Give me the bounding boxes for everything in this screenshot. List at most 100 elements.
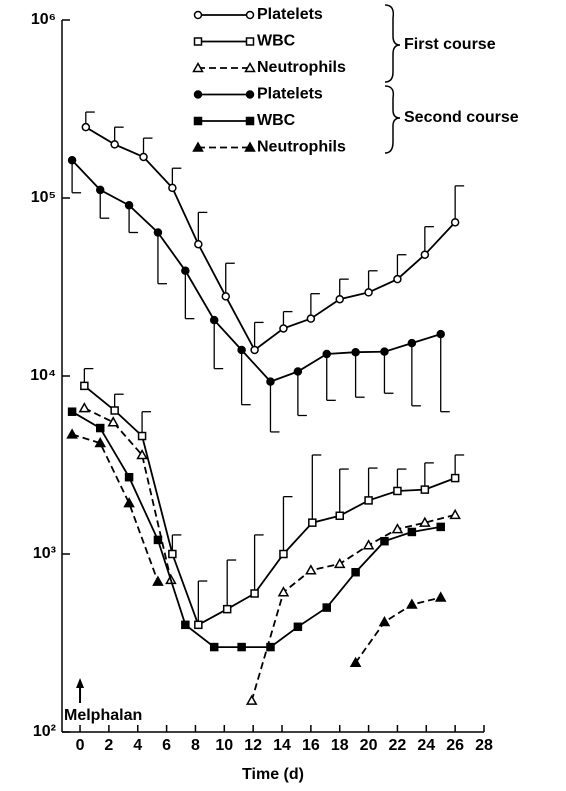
legend-label: Neutrophils — [257, 139, 346, 156]
marker — [181, 266, 190, 276]
marker — [393, 486, 402, 496]
marker — [139, 152, 148, 162]
marker — [194, 239, 203, 249]
marker — [237, 642, 246, 652]
marker — [137, 431, 147, 441]
marker — [420, 485, 430, 494]
marker — [124, 201, 134, 210]
marker — [305, 564, 317, 575]
x-axis-label: Time (d) — [242, 766, 304, 783]
marker — [67, 155, 77, 165]
marker — [95, 185, 105, 195]
legend-marker — [193, 116, 203, 126]
legend-marker — [244, 141, 256, 152]
marker — [237, 345, 246, 355]
annotation-arrowhead — [76, 678, 85, 688]
y-tick-label: 10² — [33, 723, 56, 740]
legend-marker — [192, 141, 204, 152]
marker — [110, 406, 119, 415]
x-tick-label: 0 — [76, 737, 85, 754]
marker — [306, 314, 316, 323]
x-tick-label: 10 — [215, 737, 233, 754]
marker — [380, 536, 389, 546]
x-tick-label: 20 — [360, 737, 378, 754]
marker — [94, 437, 107, 448]
legend-marker — [193, 10, 203, 20]
marker — [420, 250, 430, 259]
marker — [279, 324, 288, 333]
legend-brace — [384, 85, 401, 154]
marker — [349, 656, 362, 667]
group-label: Second course — [404, 109, 519, 126]
marker — [351, 347, 360, 357]
legend-marker — [244, 61, 256, 73]
y-tick-label: 10⁴ — [30, 367, 56, 384]
y-tick-label: 10⁵ — [31, 189, 56, 206]
marker — [168, 183, 177, 193]
x-tick-label: 16 — [302, 737, 320, 754]
legend-marker — [245, 10, 255, 20]
marker — [449, 508, 461, 520]
marker — [209, 315, 219, 325]
legend-label: Neutrophils — [257, 59, 346, 76]
marker — [153, 228, 163, 237]
marker — [250, 345, 259, 355]
marker — [67, 407, 77, 416]
marker — [419, 516, 431, 527]
marker — [391, 523, 404, 534]
x-tick-label: 18 — [331, 737, 349, 754]
x-tick-label: 2 — [104, 737, 113, 754]
legend-label: WBC — [257, 112, 296, 129]
x-tick-label: 6 — [162, 737, 171, 754]
marker — [123, 497, 135, 508]
marker — [107, 416, 119, 427]
marker — [434, 591, 447, 602]
marker — [450, 473, 460, 483]
marker — [351, 567, 360, 577]
marker — [279, 549, 288, 559]
series-line — [85, 126, 456, 352]
marker — [209, 642, 219, 652]
marker — [450, 218, 460, 227]
x-tick-label: 12 — [244, 737, 262, 754]
annotation: Melphalan — [64, 707, 142, 724]
marker — [362, 539, 375, 550]
marker — [95, 423, 105, 433]
marker — [136, 448, 148, 460]
marker — [436, 329, 445, 339]
marker — [266, 377, 275, 386]
marker — [250, 589, 259, 598]
legend-brace — [384, 4, 401, 83]
x-tick-label: 14 — [273, 737, 291, 754]
marker — [322, 349, 331, 359]
legend-marker — [192, 61, 204, 73]
marker — [393, 274, 402, 284]
legend-label: Platelets — [257, 6, 323, 23]
marker — [168, 549, 177, 559]
legend-label: Platelets — [257, 86, 323, 103]
marker — [110, 140, 119, 149]
legend-marker — [245, 116, 255, 126]
legend-marker — [245, 90, 255, 99]
marker — [78, 402, 91, 413]
marker — [364, 496, 373, 505]
x-tick-label: 22 — [389, 737, 407, 754]
marker — [293, 622, 303, 632]
marker — [124, 472, 134, 482]
marker — [335, 294, 344, 304]
marker — [322, 603, 331, 612]
marker — [153, 535, 163, 545]
marker — [152, 575, 164, 586]
marker — [277, 586, 290, 597]
y-tick-label: 10⁶ — [31, 11, 56, 28]
marker — [80, 381, 89, 391]
marker — [406, 598, 418, 609]
x-tick-label: 28 — [475, 737, 493, 754]
marker — [81, 122, 91, 132]
series-line — [83, 385, 456, 627]
group-label: First course — [404, 36, 496, 53]
legend-marker — [193, 37, 203, 46]
legend-marker — [245, 37, 255, 46]
marker — [66, 428, 78, 439]
